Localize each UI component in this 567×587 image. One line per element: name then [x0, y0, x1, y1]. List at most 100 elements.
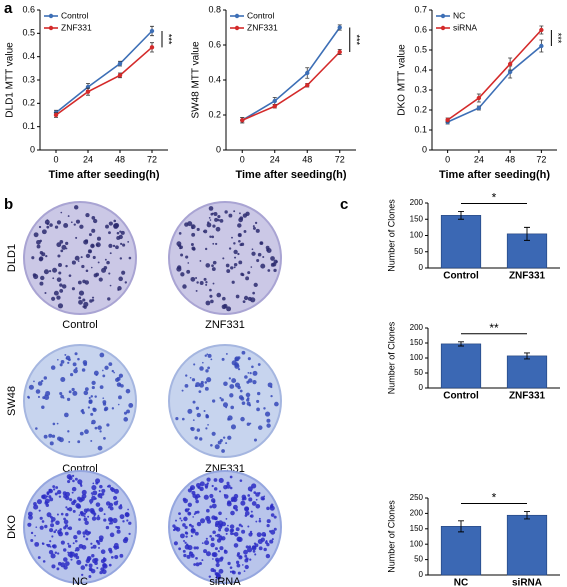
colony — [182, 284, 187, 289]
colony — [88, 575, 92, 578]
colony — [230, 424, 237, 430]
cell-line-label: DLD1 — [6, 244, 18, 272]
colony — [90, 492, 93, 495]
colony — [44, 291, 47, 295]
colony — [180, 519, 183, 522]
colony — [248, 403, 252, 407]
colony — [57, 552, 60, 555]
colony — [114, 555, 119, 560]
colony — [55, 520, 60, 526]
colony — [108, 362, 113, 367]
colony — [90, 546, 94, 549]
y-tick-label: 0 — [419, 570, 424, 579]
colony — [206, 477, 211, 482]
x-tick-label: 0 — [445, 154, 450, 164]
colony — [175, 527, 181, 532]
bar — [440, 526, 482, 576]
colony — [100, 496, 103, 499]
colony — [113, 501, 118, 506]
colony — [55, 529, 58, 532]
colony — [87, 249, 92, 254]
colony — [211, 431, 216, 436]
colony — [211, 552, 217, 557]
colony — [87, 515, 90, 518]
colony — [126, 409, 130, 414]
y-tick-label: 150 — [410, 524, 424, 533]
colony — [181, 417, 185, 421]
x-tick-label: 24 — [474, 154, 484, 164]
condition-label: ZNF331 — [205, 319, 245, 331]
colony — [100, 549, 106, 555]
colony — [204, 540, 210, 546]
colony — [218, 568, 224, 574]
colony — [189, 376, 192, 379]
colony — [44, 394, 47, 396]
colony — [239, 479, 243, 482]
colony — [218, 477, 224, 483]
colony — [183, 553, 187, 558]
bar — [506, 355, 548, 389]
y-tick-label: 0.2 — [208, 109, 221, 119]
colony — [128, 532, 131, 536]
colony — [126, 519, 129, 522]
colony — [225, 263, 230, 268]
colony — [75, 367, 78, 370]
colony — [205, 427, 208, 430]
colony — [238, 523, 242, 527]
colony — [61, 244, 67, 250]
colony — [230, 532, 234, 536]
colony — [252, 549, 256, 553]
colony — [206, 508, 210, 513]
colony — [94, 497, 97, 500]
colony — [57, 529, 62, 535]
colony — [266, 248, 272, 253]
colony — [100, 559, 106, 564]
legend-marker — [48, 13, 54, 19]
colony — [230, 266, 234, 270]
colony — [255, 492, 260, 497]
colony — [247, 371, 250, 374]
colony — [87, 406, 91, 409]
colony — [88, 399, 93, 404]
colony — [67, 542, 70, 545]
colony — [111, 369, 114, 373]
y-tick-label: 0.6 — [414, 24, 427, 34]
colony — [206, 482, 209, 485]
colony — [202, 361, 204, 364]
colony — [74, 255, 80, 261]
colony — [254, 543, 259, 548]
colony — [206, 551, 211, 557]
colony — [195, 289, 198, 292]
colony — [94, 557, 99, 563]
x-axis-label: Time after seeding(h) — [235, 169, 346, 181]
y-tick-label: 100 — [410, 539, 424, 548]
x-tick-label: Control — [443, 391, 479, 402]
colony — [50, 520, 54, 523]
colony — [57, 254, 61, 258]
colony — [73, 368, 78, 374]
colony — [208, 575, 212, 578]
colony — [58, 437, 64, 443]
colony — [209, 235, 212, 239]
colony — [39, 250, 44, 255]
colony — [52, 267, 58, 273]
colony — [215, 562, 220, 568]
colony — [240, 416, 245, 422]
y-tick-label: 0.4 — [208, 74, 221, 84]
colony — [63, 494, 68, 499]
colony — [108, 547, 113, 552]
colony — [73, 223, 76, 226]
colony — [212, 530, 216, 535]
colony — [223, 381, 228, 387]
colony — [205, 300, 211, 306]
colony — [103, 437, 106, 440]
colony — [72, 362, 77, 367]
colony — [264, 411, 271, 417]
colony — [204, 483, 209, 488]
x-tick-label: ZNF331 — [509, 271, 546, 282]
x-tick-label: Control — [443, 271, 479, 282]
colony — [70, 373, 74, 377]
colony — [73, 499, 77, 504]
colony — [35, 389, 41, 394]
colony — [243, 295, 249, 301]
